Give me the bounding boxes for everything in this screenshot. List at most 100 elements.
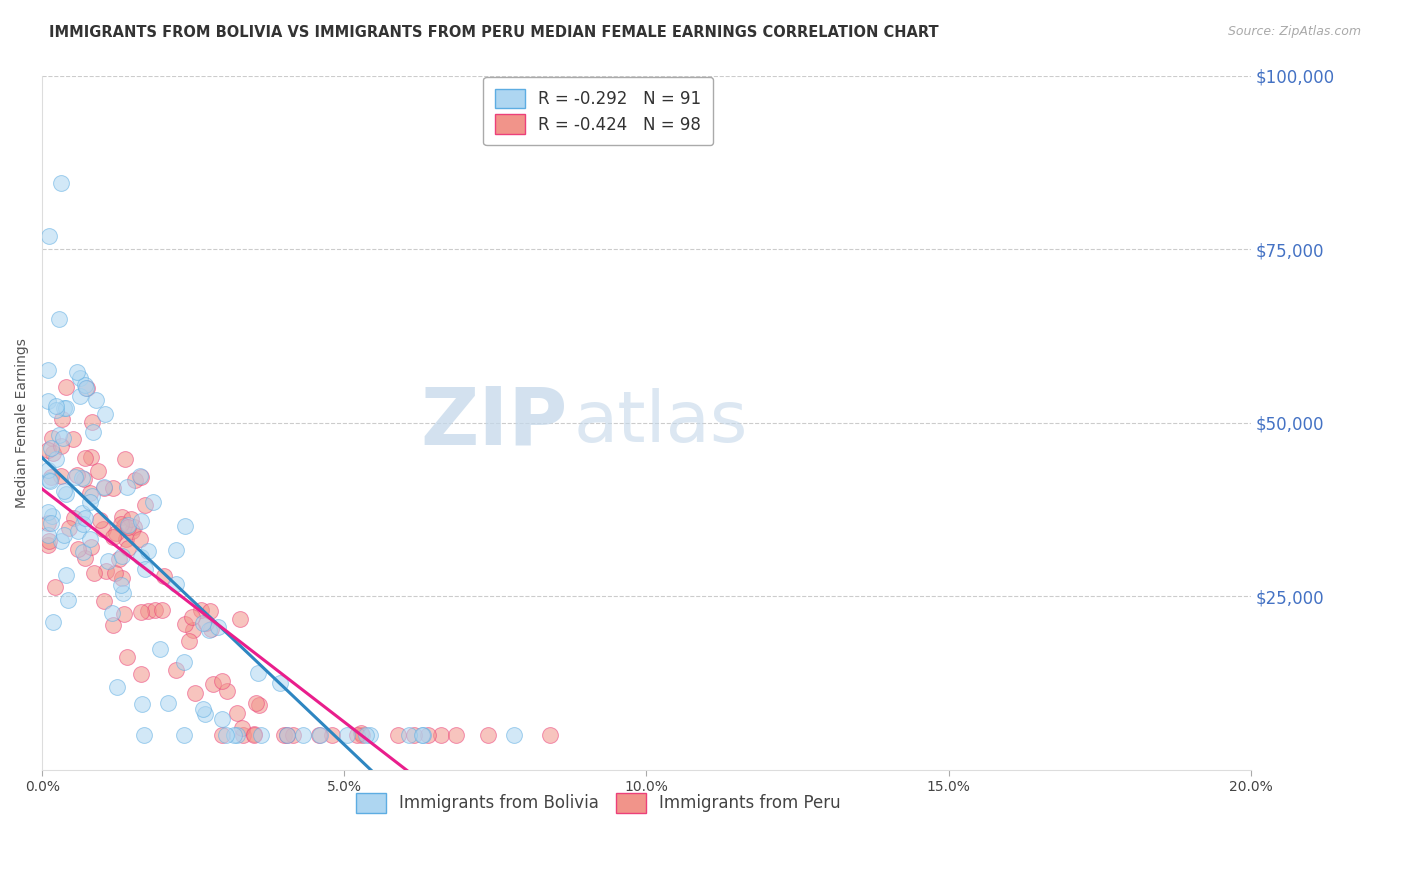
Point [242,727,264,741]
Point [411,728,433,742]
Point [112,519,135,533]
Point [93,480,115,494]
Point [63,511,86,525]
Point [136,605,159,619]
Point [273,728,295,742]
Point [193,707,215,722]
Point [41,509,63,524]
Point [156,696,179,710]
Point [211,712,233,726]
Point [75,450,97,465]
Point [39,470,62,484]
Point [207,620,229,634]
Point [39,442,62,456]
Point [173,617,195,632]
Point [66,468,89,483]
Point [49,533,72,548]
Point [538,728,561,742]
Point [45,403,67,417]
Point [63,470,86,484]
Point [198,624,221,638]
Point [412,728,434,742]
Point [45,399,67,413]
Point [73,472,96,486]
Point [354,728,377,742]
Point [55,567,77,582]
Text: ZIP: ZIP [420,384,568,462]
Point [104,566,127,580]
Point [70,471,93,485]
Point [94,407,117,421]
Point [281,728,304,742]
Point [38,473,60,487]
Point [215,684,238,698]
Point [321,728,343,742]
Point [51,469,73,483]
Point [91,522,114,536]
Point [62,432,84,446]
Point [129,469,152,483]
Point [82,415,104,429]
Point [70,506,93,520]
Point [112,586,135,600]
Point [225,706,247,720]
Point [200,622,222,636]
Point [38,534,60,549]
Point [225,728,247,742]
Point [117,541,139,556]
Point [184,686,207,700]
Point [180,610,202,624]
Point [165,577,187,591]
Point [134,562,156,576]
Point [37,506,59,520]
Point [416,728,439,742]
Point [224,728,246,742]
Point [308,728,330,742]
Point [165,542,187,557]
Point [112,607,135,621]
Point [346,728,368,742]
Point [250,728,273,742]
Point [110,577,132,591]
Point [149,642,172,657]
Point [120,512,142,526]
Point [79,486,101,500]
Point [173,728,195,742]
Point [350,728,373,742]
Point [502,728,524,742]
Point [129,514,152,528]
Point [37,528,59,542]
Point [72,545,94,559]
Point [153,569,176,583]
Point [48,428,70,442]
Point [51,411,73,425]
Point [444,728,467,742]
Point [211,673,233,688]
Point [49,439,72,453]
Point [191,702,214,716]
Point [44,580,66,594]
Point [190,603,212,617]
Point [37,538,59,552]
Point [173,655,195,669]
Point [111,571,134,585]
Point [69,371,91,385]
Point [269,676,291,690]
Point [75,551,97,566]
Point [72,517,94,532]
Point [73,510,96,524]
Point [202,677,225,691]
Point [124,474,146,488]
Point [229,612,252,626]
Text: atlas: atlas [574,388,748,458]
Point [45,452,67,467]
Point [37,463,59,477]
Point [103,530,125,544]
Point [108,552,131,566]
Point [111,549,134,563]
Point [129,605,152,619]
Text: Source: ZipAtlas.com: Source: ZipAtlas.com [1227,25,1361,38]
Point [308,728,330,742]
Point [134,498,156,512]
Point [183,623,205,637]
